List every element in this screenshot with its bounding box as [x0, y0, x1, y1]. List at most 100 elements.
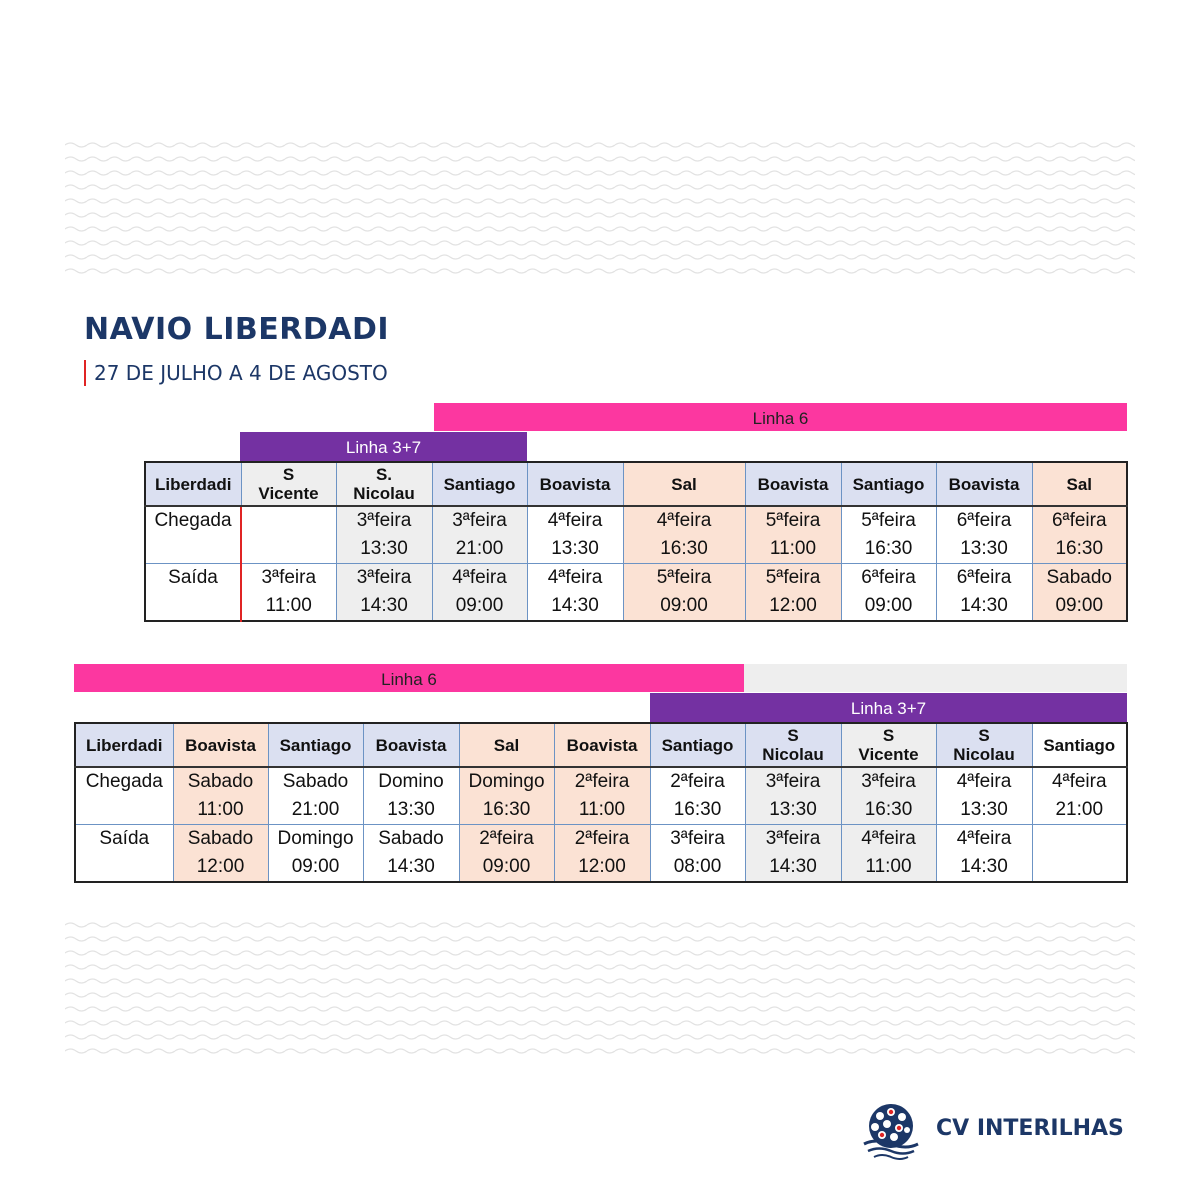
port-header: Sal: [1031, 461, 1128, 507]
schedule-day: 6ªfeira: [956, 510, 1012, 531]
saida-row: Saída Sabado 12:00 Domingo 09:00 Sabado 14:30 2…: [74, 824, 1128, 883]
schedule-time: 11:00: [197, 799, 244, 820]
schedule-cell: Sabado 14:30: [362, 824, 460, 883]
schedule-day: Sabado: [187, 771, 254, 792]
line-6-band: Linha 6: [434, 403, 1127, 431]
port-header: S Vicente: [840, 722, 937, 768]
schedule-cell: 6ªfeira 14:30: [935, 563, 1033, 622]
schedule-cell: Sabado 11:00: [172, 766, 269, 825]
schedule-day: 4ªfeira: [547, 567, 603, 588]
table-header-row: Liberdadi Boavista Santiago Boavista Sal Boav…: [74, 722, 1128, 768]
schedule-day: 3ªfeira: [861, 771, 916, 792]
schedule-cell: Sabado 21:00: [267, 766, 364, 825]
schedule-time: 13:30: [551, 538, 599, 559]
schedule-day: 5ªfeira: [861, 510, 916, 531]
schedule-cell: 5ªfeira 11:00: [744, 505, 842, 564]
schedule-day: 3ªfeira: [356, 567, 412, 588]
schedule-day: Sabado: [282, 771, 349, 792]
schedule-time: 08:00: [673, 856, 722, 877]
schedule-cell: 4ªfeira 16:30: [622, 505, 746, 564]
schedule-time: 14:30: [960, 856, 1008, 877]
schedule-day: 4ªfeira: [956, 828, 1012, 849]
brand-name: CV INTERILHAS: [936, 1116, 1124, 1141]
port-header: Boavista: [553, 722, 651, 768]
schedule-time: 21:00: [1055, 799, 1104, 820]
port-header: S. Nicolau: [335, 461, 433, 507]
schedule-time: 13:30: [960, 799, 1008, 820]
schedule-table-1: Liberdadi S Vicente S. Nicolau Santiago Boavis…: [144, 461, 1128, 622]
table-header-row: Liberdadi S Vicente S. Nicolau Santiago Boavis…: [144, 461, 1128, 507]
schedule-cell: 3ªfeira 08:00: [649, 824, 746, 883]
schedule-time: 09:00: [482, 856, 531, 877]
port-header: Santiago: [1031, 722, 1128, 768]
schedule-cell: 4ªfeira 09:00: [431, 563, 528, 622]
band-filler: [744, 664, 1127, 692]
schedule-day: 3ªfeira: [261, 567, 317, 588]
schedule-time: 09:00: [660, 595, 708, 616]
ship-name-header: Liberdadi: [144, 461, 242, 507]
port-header: Santiago: [649, 722, 746, 768]
schedule-time: 21:00: [455, 538, 504, 559]
line-6-band: Linha 6: [74, 664, 744, 692]
schedule-time: 16:30: [864, 538, 913, 559]
schedule-cell: 5ªfeira 09:00: [622, 563, 746, 622]
schedule-time: 12:00: [196, 856, 245, 877]
schedule-time: 16:30: [482, 799, 531, 820]
schedule-day: 3ªfeira: [765, 771, 821, 792]
schedule-cell: 3ªfeira 14:30: [335, 563, 433, 622]
wave-pattern-top: [65, 138, 1135, 278]
ship-name-header: Liberdadi: [74, 722, 174, 768]
schedule-day: 4ªfeira: [547, 510, 603, 531]
schedule-time: 13:30: [769, 799, 817, 820]
saida-row: Saída 3ªfeira 11:00 3ªfeira 14:30 4ªfeira 09:0…: [144, 563, 1128, 622]
schedule-day: Sabado: [187, 828, 254, 849]
schedule-time: 11:00: [578, 799, 626, 820]
schedule-time: 11:00: [865, 856, 912, 877]
schedule-day: 4ªfeira: [452, 567, 507, 588]
schedule-cell: 3ªfeira 13:30: [335, 505, 433, 564]
schedule-day: 5ªfeira: [765, 510, 821, 531]
schedule-time: 13:30: [387, 799, 435, 820]
saida-label: Saída: [74, 824, 174, 883]
schedule-cell: 2ªfeira 09:00: [458, 824, 555, 883]
line-3-7-band: Linha 3+7: [650, 693, 1127, 722]
schedule-cell: Sabado 09:00: [1031, 563, 1128, 622]
schedule-cell: 2ªfeira 16:30: [649, 766, 746, 825]
chegada-row: Chegada 3ªfeira 13:30 3ªfeira 21:00 4ªfeira 1…: [144, 505, 1128, 564]
port-header: Boavista: [935, 461, 1033, 507]
schedule-cell: Domino 13:30: [362, 766, 460, 825]
schedule-cell: 6ªfeira 16:30: [1031, 505, 1128, 564]
schedule-cell: 4ªfeira 11:00: [840, 824, 937, 883]
schedule-time: 09:00: [291, 856, 340, 877]
schedule-day: Domingo: [277, 828, 354, 849]
schedule-day: 3ªfeira: [765, 828, 821, 849]
schedule-day: 4ªfeira: [861, 828, 916, 849]
schedule-time: 13:30: [960, 538, 1008, 559]
port-header: Boavista: [744, 461, 842, 507]
schedule-cell: [1031, 824, 1128, 883]
schedule-cell: 5ªfeira 12:00: [744, 563, 842, 622]
schedule-cell: 4ªfeira 21:00: [1031, 766, 1128, 825]
schedule-day: [242, 507, 336, 535]
schedule-time: 16:30: [660, 538, 708, 559]
schedule-cell: 4ªfeira 14:30: [526, 563, 624, 622]
port-header: S Nicolau: [744, 722, 842, 768]
schedule-cell: 3ªfeira 16:30: [840, 766, 937, 825]
schedule-day: 6ªfeira: [1051, 510, 1107, 531]
port-header: S Vicente: [240, 461, 337, 507]
schedule-day: 4ªfeira: [656, 510, 712, 531]
schedule-time: 16:30: [673, 799, 722, 820]
schedule-time: 14:30: [769, 856, 817, 877]
schedule-time: 09:00: [864, 595, 913, 616]
schedule-time: 14:30: [960, 595, 1008, 616]
schedule-time: 12:00: [578, 856, 626, 877]
page-subtitle: 27 DE JULHO A 4 DE AGOSTO: [84, 360, 388, 386]
page-title: NAVIO LIBERDADI: [84, 312, 390, 347]
schedule-time: 14:30: [551, 595, 599, 616]
schedule-cell: 3ªfeira 13:30: [744, 766, 842, 825]
schedule-cell: [240, 505, 337, 564]
schedule-day: 2ªfeira: [574, 771, 630, 792]
schedule-cell: Sabado 12:00: [172, 824, 269, 883]
schedule-time: 13:30: [360, 538, 408, 559]
schedule-day: 2ªfeira: [479, 828, 534, 849]
